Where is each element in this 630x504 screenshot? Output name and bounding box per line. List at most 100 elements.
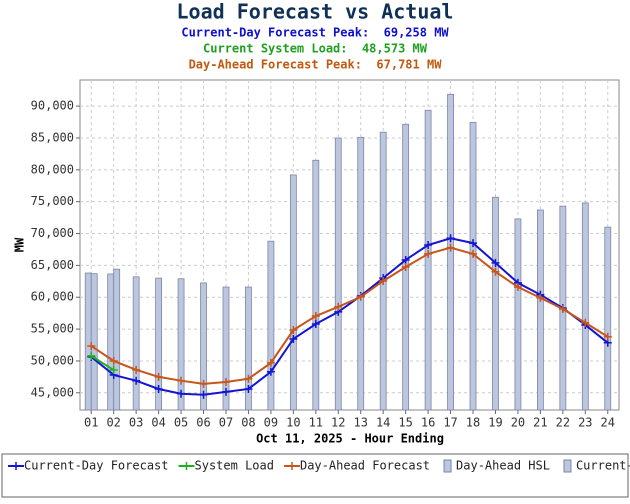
x-tick-label: 12	[331, 416, 345, 430]
point-marker	[491, 258, 500, 267]
legend-label: System Load	[195, 459, 274, 473]
bar	[289, 174, 297, 411]
bar	[245, 286, 252, 411]
chart-title: Load Forecast vs Actual	[177, 0, 454, 24]
y-tick-label: 60,000	[31, 290, 74, 304]
x-tick-label: 19	[488, 416, 502, 430]
legend-swatch	[563, 459, 572, 473]
point-marker	[356, 292, 365, 301]
y-tick-label: 90,000	[31, 99, 74, 113]
bar	[469, 121, 477, 411]
point-marker	[87, 351, 96, 360]
point-marker	[199, 379, 208, 388]
y-tick-label: 50,000	[31, 353, 74, 367]
y-axis-label: MW	[13, 237, 27, 252]
point-marker	[603, 332, 612, 341]
x-tick-label: 22	[556, 416, 570, 430]
x-tick-label: 24	[601, 416, 615, 430]
bar	[514, 218, 522, 411]
legend-swatch-marker	[287, 462, 296, 470]
point-marker	[581, 318, 590, 327]
bar	[132, 276, 140, 411]
point-marker	[424, 249, 433, 258]
x-tick-label: 21	[533, 416, 547, 430]
bar	[90, 273, 98, 411]
point-marker	[87, 341, 96, 350]
point-marker	[536, 293, 545, 302]
bar	[222, 286, 230, 411]
y-tick-label: 85,000	[31, 130, 74, 144]
subtitle: Current-Day Forecast Peak: 69,258 MW	[181, 26, 449, 40]
bar	[107, 273, 115, 411]
point-marker	[491, 267, 500, 276]
bar	[334, 137, 342, 411]
point-marker	[289, 326, 298, 335]
point-marker	[334, 302, 343, 311]
bar	[267, 240, 275, 411]
y-tick-label: 45,000	[31, 385, 74, 399]
x-tick-label: 13	[354, 416, 368, 430]
x-tick-label: 05	[174, 416, 188, 430]
point-marker	[446, 243, 455, 252]
point-marker	[401, 262, 410, 271]
legend-swatch-marker	[182, 462, 191, 470]
x-axis-label: Oct 11, 2025 - Hour Ending	[256, 432, 444, 446]
legend-swatch	[443, 459, 452, 473]
x-tick-label: 11	[309, 416, 323, 430]
bar	[357, 136, 365, 411]
point-marker	[154, 384, 163, 393]
point-marker	[311, 312, 320, 321]
point-marker	[266, 358, 275, 367]
line	[90, 355, 115, 371]
point-marker	[311, 319, 320, 328]
bar	[155, 277, 163, 411]
point-marker	[446, 234, 455, 243]
x-tick-label: 01	[84, 416, 98, 430]
point-marker	[132, 365, 141, 374]
point-marker	[177, 376, 186, 385]
point-marker	[513, 283, 522, 292]
y-tick-label: 70,000	[31, 226, 74, 240]
bar	[536, 209, 544, 411]
point-marker	[221, 387, 230, 396]
point-marker	[109, 366, 118, 375]
x-tick-label: 17	[443, 416, 457, 430]
bar	[581, 202, 589, 411]
bar	[492, 196, 499, 411]
point-marker	[289, 334, 298, 343]
x-tick-label: 09	[264, 416, 278, 430]
x-tick-label: 07	[219, 416, 233, 430]
bar	[379, 131, 387, 411]
point-marker	[401, 255, 410, 264]
x-tick-label: 23	[578, 416, 592, 430]
point-marker	[154, 372, 163, 381]
bar	[447, 93, 454, 411]
bar	[200, 282, 207, 411]
legend-label: Day-Ahead HSL	[456, 459, 550, 473]
x-tick-label: 10	[286, 416, 300, 430]
legend-label: Day-Ahead Forecast	[300, 459, 430, 473]
point-marker	[132, 376, 141, 385]
y-tick-label: 65,000	[31, 258, 74, 272]
point-marker	[379, 276, 388, 285]
x-tick-label: 04	[151, 416, 165, 430]
x-tick-label: 08	[241, 416, 255, 430]
x-tick-label: 18	[466, 416, 480, 430]
point-marker	[244, 384, 253, 393]
point-marker	[424, 241, 433, 249]
x-tick-label: 14	[376, 416, 390, 430]
x-tick-label: 03	[129, 416, 143, 430]
legend-label: Current-Day HSL	[576, 459, 630, 473]
y-tick-label: 80,000	[31, 162, 74, 176]
x-tick-label: 15	[398, 416, 412, 430]
x-tick-label: 16	[421, 416, 435, 430]
y-tick-label: 55,000	[31, 322, 74, 336]
x-tick-label: 20	[511, 416, 525, 430]
bar	[84, 272, 92, 411]
point-marker	[244, 374, 253, 383]
point-marker	[469, 249, 478, 258]
line	[90, 237, 609, 396]
bar	[113, 268, 121, 411]
legend-box	[1, 453, 629, 498]
